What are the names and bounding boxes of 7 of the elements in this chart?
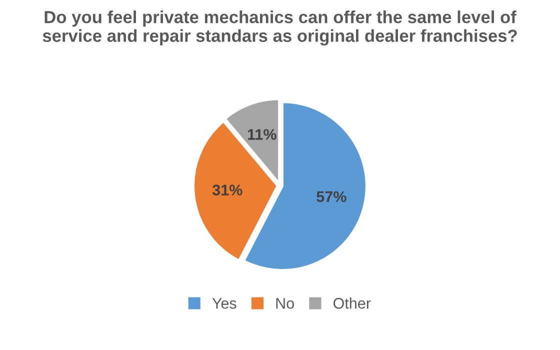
legend-label: Other	[334, 298, 371, 309]
data-label: 11%	[248, 129, 276, 140]
legend-label: Yes	[212, 298, 236, 309]
legend-label: No	[276, 298, 294, 309]
data-label: 57%	[316, 191, 346, 202]
data-label: 31%	[212, 184, 242, 196]
chart-title: Do you feel private mechanics can offer the same level of service and repair standars as original dealer franchises?	[42, 10, 517, 46]
